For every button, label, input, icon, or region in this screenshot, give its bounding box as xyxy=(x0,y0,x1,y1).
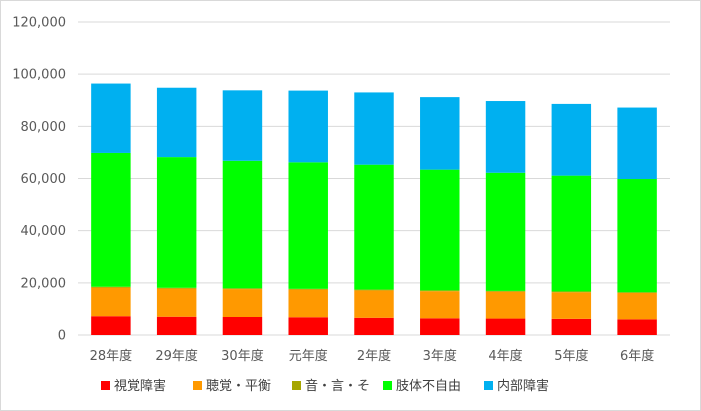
x-tick-label: 5年度 xyxy=(554,348,588,364)
bar-segment xyxy=(354,164,394,290)
legend-swatch xyxy=(101,381,110,390)
bar-segment xyxy=(288,162,328,289)
bar-segment xyxy=(91,286,131,288)
legend-label: 音・言・そ xyxy=(305,378,370,394)
bar-segment xyxy=(91,83,131,153)
bar-segment xyxy=(156,157,197,288)
bar-segment xyxy=(617,292,657,294)
x-axis-tick-labels: 28年度 29年度 30年度 元年度 2年度 3年度 4年度 5年度 6年度 xyxy=(90,348,655,364)
y-axis-tick-labels: 0 20,000 40,000 60,000 80,000 100,000 120,000 xyxy=(12,16,66,344)
x-tick-label: 2年度 xyxy=(357,348,391,364)
legend-label: 視覚障害 xyxy=(114,378,166,394)
bar-segment xyxy=(485,172,526,291)
y-tick-label: 80,000 xyxy=(21,120,67,135)
y-tick-label: 20,000 xyxy=(21,276,67,291)
bar-segment xyxy=(617,179,657,293)
bar-segment xyxy=(485,318,526,335)
bar-segment xyxy=(420,169,460,291)
bar-segment xyxy=(222,317,263,335)
bar-segment xyxy=(485,290,526,292)
bar-segment xyxy=(617,107,657,180)
bar-segment xyxy=(156,287,197,289)
bar-segment xyxy=(551,318,592,335)
legend-swatch xyxy=(383,381,392,390)
bar-segment xyxy=(156,316,197,335)
bar-segment xyxy=(288,289,328,318)
legend-label: 聴覚・平衡 xyxy=(206,379,271,394)
bar-segment xyxy=(222,160,263,289)
legend-label: 内部障害 xyxy=(497,378,549,394)
bar-segment xyxy=(222,90,263,161)
legend-swatch xyxy=(193,381,202,390)
bar-segment xyxy=(156,87,197,158)
bar-segment xyxy=(551,175,592,292)
bar-segment xyxy=(354,289,394,291)
bar-segment xyxy=(551,103,592,176)
bar-segment xyxy=(551,291,592,293)
x-tick-label: 4年度 xyxy=(488,348,522,364)
x-tick-label: 29年度 xyxy=(155,348,198,364)
bar-segment xyxy=(354,290,394,318)
bar-segment xyxy=(617,293,657,320)
x-tick-label: 3年度 xyxy=(423,348,457,364)
bar-segment xyxy=(222,288,263,290)
bar-segment xyxy=(420,97,460,170)
legend: 視覚障害 聴覚・平衡 音・言・そ 肢体不自由 内部障害 xyxy=(101,378,549,394)
y-tick-label: 40,000 xyxy=(21,224,67,239)
x-tick-label: 6年度 xyxy=(620,348,654,364)
legend-swatch xyxy=(484,381,493,390)
bar-segment xyxy=(617,319,657,335)
x-tick-label: 元年度 xyxy=(289,348,328,364)
y-tick-label: 0 xyxy=(58,329,66,344)
bar-segment xyxy=(91,316,131,335)
bar-segment xyxy=(420,318,460,335)
x-tick-label: 28年度 xyxy=(90,348,133,364)
bar-segment xyxy=(288,288,328,290)
bar-segment xyxy=(485,291,526,319)
bar-segment xyxy=(288,317,328,335)
bar-segment xyxy=(91,287,131,317)
bars xyxy=(91,83,657,335)
x-tick-label: 30年度 xyxy=(221,348,264,364)
bar-segment xyxy=(551,292,592,319)
bar-segment xyxy=(222,289,263,318)
bar-segment xyxy=(420,291,460,319)
bar-segment xyxy=(485,101,526,173)
legend-label: 肢体不自由 xyxy=(396,378,461,394)
bar-segment xyxy=(354,317,394,335)
legend-swatch xyxy=(292,381,301,390)
y-tick-label: 60,000 xyxy=(21,172,67,187)
bar-segment xyxy=(288,90,328,163)
bar-segment xyxy=(91,152,131,287)
bar-segment xyxy=(354,92,394,165)
y-tick-label: 120,000 xyxy=(12,16,66,31)
y-tick-label: 100,000 xyxy=(12,68,66,83)
bar-segment xyxy=(156,288,197,317)
bar-segment xyxy=(420,290,460,292)
